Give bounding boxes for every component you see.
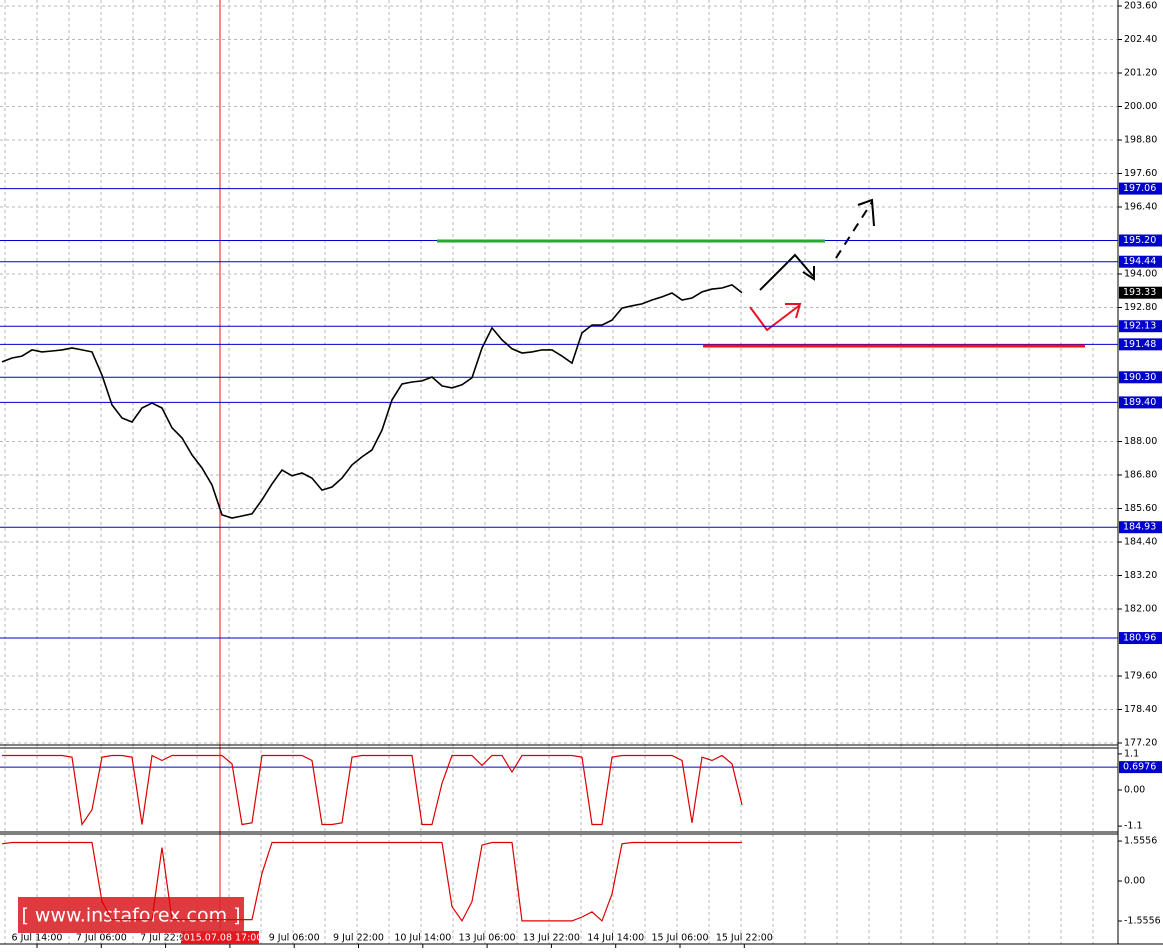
level-label-box [1119,338,1162,351]
y-tick-label: 196.40 [1124,202,1157,213]
y-tick-label: 179.60 [1124,671,1157,682]
y-tick-label: 183.20 [1124,570,1157,581]
arrow-head [857,198,875,227]
y-tick-label: 0.00 [1124,785,1145,796]
y-tick-label: 194.00 [1124,269,1157,280]
x-tick-label: 15 Jul 22:00 [716,933,773,944]
y-tick-label: 184.40 [1124,537,1157,548]
arrow [759,253,814,291]
level-label: 195.20 [1123,235,1156,246]
arrow [749,304,801,332]
y-tick-label: 1.1 [1124,748,1139,759]
y-tick-label: 178.40 [1124,704,1157,715]
y-tick-label: -1.5556 [1124,916,1161,927]
level-label-box [1119,255,1162,268]
y-tick-label: 177.20 [1124,738,1157,749]
y-tick-label: 202.40 [1124,34,1157,45]
level-label-box [1119,521,1162,534]
arrow-head [785,303,802,319]
watermark: [ www.instaforex.com ] [21,905,240,927]
level-label-box [1119,320,1162,333]
last-price-box [1119,286,1162,299]
y-tick-label: 188.00 [1124,436,1157,447]
level-label: 197.06 [1123,183,1156,194]
level-label: 192.13 [1123,321,1156,332]
x-tick-label: 7 Jul 06:00 [76,933,127,944]
x-tick-label: 6 Jul 14:00 [12,933,63,944]
level-label-box [1119,371,1162,384]
x-tick-label: 9 Jul 22:00 [333,933,384,944]
arrow [835,201,873,259]
grid [0,0,1118,944]
y-tick-label: 203.60 [1124,1,1157,12]
last-price-label: 193.33 [1123,287,1156,298]
level-label: 190.30 [1123,372,1156,383]
y-tick-label: 185.60 [1124,503,1157,514]
y-tick-label: 197.60 [1124,168,1157,179]
level-label: 180.96 [1123,633,1156,644]
cursor-label-box [181,931,259,944]
level-label: 189.40 [1123,397,1156,408]
series-line [1,284,743,519]
x-tick-label: 14 Jul 14:00 [587,933,644,944]
level-label: 184.93 [1123,522,1156,533]
x-tick-label: 10 Jul 14:00 [394,933,451,944]
cursor-label: 2015.07.08 17:00 [178,933,263,944]
level-label-box [1119,182,1162,195]
y-tick-label: 182.00 [1124,604,1157,615]
y-tick-label: -1.1 [1124,821,1143,832]
series-line [2,754,743,827]
x-tick-label: 7 Jul 22:00 [140,933,191,944]
y-tick-label: 1.5556 [1124,836,1157,847]
y-tick-label: 201.20 [1124,68,1157,79]
level-label-box [1119,396,1162,409]
y-tick-label: 0.00 [1124,876,1145,887]
y-tick-label: 198.80 [1124,135,1157,146]
level-label: 194.44 [1123,256,1156,267]
level-label-box [1119,234,1162,247]
y-tick-label: 192.80 [1124,302,1157,313]
x-tick-label: 9 Jul 06:00 [269,933,320,944]
level-label: 0.6976 [1123,762,1156,773]
series-line [1,841,742,923]
watermark-box [18,897,244,933]
x-tick-label: 13 Jul 22:00 [523,933,580,944]
level-label-box [1119,632,1162,645]
x-tick-label: 13 Jul 06:00 [459,933,516,944]
x-tick-label: 15 Jul 06:00 [652,933,709,944]
y-tick-label: 200.00 [1124,101,1157,112]
y-tick-label: 186.80 [1124,470,1157,481]
drawn-arrows [749,198,875,332]
arrow-head [802,266,815,281]
level-label-box [1119,761,1162,774]
level-label: 191.48 [1123,339,1156,350]
